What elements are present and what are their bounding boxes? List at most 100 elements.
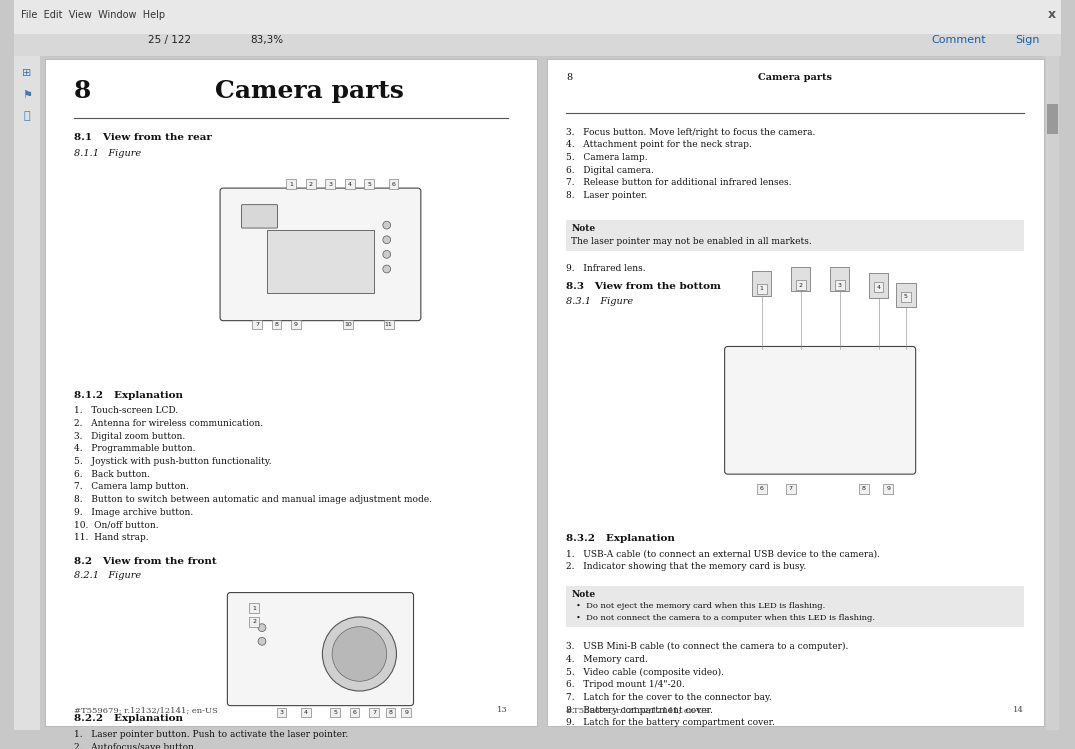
Bar (830, 267, 849, 291)
Text: x: x (1047, 7, 1056, 21)
Bar (751, 271, 772, 296)
Text: 3: 3 (328, 182, 332, 187)
Text: 5.   Camera lamp.: 5. Camera lamp. (567, 153, 648, 162)
Circle shape (383, 250, 390, 258)
Text: 5.   Joystick with push-button functionality.: 5. Joystick with push-button functionali… (74, 457, 272, 466)
Text: 7.   Release button for additional infrared lenses.: 7. Release button for additional infrare… (567, 178, 792, 187)
Text: 2: 2 (253, 619, 256, 625)
Text: 6.   Digital camera.: 6. Digital camera. (567, 166, 654, 175)
Bar (14, 0, 1061, 34)
Text: 10: 10 (344, 322, 352, 327)
Bar (1046, 55, 1059, 730)
Bar (874, 282, 884, 292)
Bar (349, 708, 359, 718)
Text: 8: 8 (74, 79, 91, 103)
Bar (276, 708, 286, 718)
Text: 6: 6 (353, 710, 357, 715)
Text: 6: 6 (391, 182, 396, 187)
FancyBboxPatch shape (725, 347, 916, 474)
Text: File  Edit  View  Window  Help: File Edit View Window Help (22, 10, 166, 19)
Text: 8.   Battery compartment cover.: 8. Battery compartment cover. (567, 706, 713, 715)
Text: 9.   Image archive button.: 9. Image archive button. (74, 508, 194, 517)
Bar (267, 230, 374, 294)
Text: 4.   Programmable button.: 4. Programmable button. (74, 444, 196, 453)
Text: 9.   Infrared lens.: 9. Infrared lens. (567, 264, 646, 273)
Text: 9: 9 (887, 486, 890, 491)
Text: 4: 4 (876, 285, 880, 290)
Text: 9: 9 (295, 322, 298, 327)
Bar (249, 617, 259, 627)
Bar (291, 320, 301, 330)
Bar (901, 292, 911, 302)
Text: 9.   Latch for the battery compartment cover.: 9. Latch for the battery compartment cov… (567, 718, 775, 727)
Text: 6.   Back button.: 6. Back button. (74, 470, 150, 479)
Text: #T559679; r.12132/12141; en-US: #T559679; r.12132/12141; en-US (74, 706, 218, 715)
Text: 4.   Attachment point for the neck strap.: 4. Attachment point for the neck strap. (567, 140, 752, 149)
Bar (869, 273, 888, 298)
Text: 4: 4 (304, 710, 307, 715)
Bar (345, 179, 355, 189)
Text: 7: 7 (789, 486, 793, 491)
Text: •  Do not eject the memory card when this LED is flashing.: • Do not eject the memory card when this… (576, 602, 826, 610)
Text: 8.1.1   Figure: 8.1.1 Figure (74, 149, 141, 158)
Circle shape (383, 236, 390, 243)
Text: 2: 2 (309, 182, 313, 187)
Text: 1: 1 (760, 286, 763, 291)
Text: Comment: Comment (932, 35, 987, 45)
Bar (796, 280, 805, 290)
Bar (272, 320, 282, 330)
Text: 1: 1 (253, 606, 256, 610)
Text: 8.   Laser pointer.: 8. Laser pointer. (567, 191, 647, 200)
Bar (567, 220, 1024, 252)
Text: 8: 8 (389, 710, 392, 715)
Text: Note: Note (571, 224, 596, 233)
Circle shape (258, 637, 266, 645)
Text: 3: 3 (280, 710, 284, 715)
Text: 5: 5 (333, 710, 336, 715)
Text: 1: 1 (289, 182, 293, 187)
Text: 8.3.2   Explanation: 8.3.2 Explanation (567, 534, 675, 543)
Text: 2: 2 (799, 282, 803, 288)
Text: 4: 4 (347, 182, 352, 187)
Text: 8.1   View from the rear: 8.1 View from the rear (74, 133, 212, 142)
Circle shape (322, 617, 397, 691)
Text: 2.   Antenna for wireless communication.: 2. Antenna for wireless communication. (74, 419, 263, 428)
Bar (567, 586, 1024, 627)
Text: 1.   USB-A cable (to connect an external USB device to the camera).: 1. USB-A cable (to connect an external U… (567, 550, 880, 559)
Bar (14, 34, 1061, 55)
Text: 4.   Memory card.: 4. Memory card. (567, 655, 648, 664)
Text: 8.3   View from the bottom: 8.3 View from the bottom (567, 282, 721, 291)
Text: 8.2.1   Figure: 8.2.1 Figure (74, 571, 141, 580)
Text: 5: 5 (904, 294, 908, 300)
Bar (343, 320, 353, 330)
Text: 25 / 122: 25 / 122 (148, 35, 191, 45)
Text: 13: 13 (497, 706, 507, 715)
Text: 6.   Tripod mount 1/4"-20.: 6. Tripod mount 1/4"-20. (567, 680, 685, 689)
Bar (326, 179, 335, 189)
Text: Note: Note (571, 589, 596, 598)
Text: 3.   Digital zoom button.: 3. Digital zoom button. (74, 431, 185, 440)
Circle shape (332, 627, 387, 682)
Text: 8: 8 (567, 73, 572, 82)
Bar (786, 484, 795, 494)
Text: 8.2   View from the front: 8.2 View from the front (74, 557, 217, 565)
FancyBboxPatch shape (220, 188, 420, 321)
Bar (253, 320, 262, 330)
Text: 3: 3 (837, 282, 842, 288)
Bar (757, 284, 766, 294)
Bar (884, 484, 893, 494)
Circle shape (383, 265, 390, 273)
Text: 1.   Touch-screen LCD.: 1. Touch-screen LCD. (74, 407, 178, 416)
Text: Camera parts: Camera parts (215, 79, 404, 103)
Text: 11: 11 (385, 322, 392, 327)
Text: 8.   Button to switch between automatic and manual image adjustment mode.: 8. Button to switch between automatic an… (74, 495, 432, 504)
FancyBboxPatch shape (228, 592, 414, 706)
Text: 3.   USB Mini-B cable (to connect the camera to a computer).: 3. USB Mini-B cable (to connect the came… (567, 643, 848, 652)
Bar (547, 59, 1044, 726)
Text: 2.   Autofocus/save button.: 2. Autofocus/save button. (74, 743, 197, 749)
Text: Camera parts: Camera parts (758, 73, 832, 82)
Bar (791, 267, 811, 291)
Bar (305, 179, 316, 189)
Bar (384, 320, 393, 330)
Bar (401, 708, 411, 718)
